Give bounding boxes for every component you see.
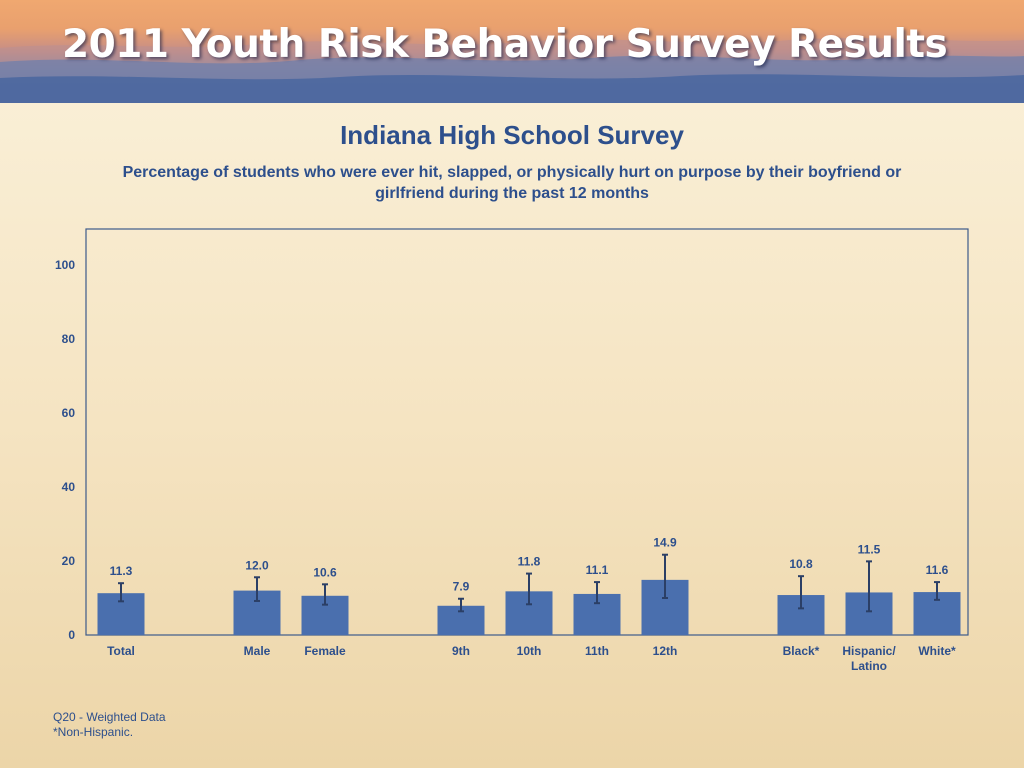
data-label: 11.6 [926,563,949,577]
data-label: 11.8 [518,555,541,569]
y-tick-label: 0 [68,628,75,642]
x-tick-label: 10th [517,644,542,658]
y-tick-label: 100 [55,258,75,272]
footnote-non-hispanic: *Non-Hispanic. [53,725,134,739]
data-label: 11.1 [586,563,609,577]
y-tick-label: 80 [62,332,76,346]
x-tick-label: Female [304,644,346,658]
footnote-weighted-data: Q20 - Weighted Data [53,710,166,724]
x-tick-label: 9th [452,644,470,658]
y-tick-label: 40 [62,480,76,494]
title-banner: 2011 Youth Risk Behavior Survey Results [0,0,1024,103]
bar-chart: 0 20 40 60 80 100 11.3 Total 12.0 Male 10.6 Female 7… [55,228,969,673]
x-tick-label: White* [918,644,956,658]
data-label: 7.9 [453,580,470,594]
x-tick-label: 11th [585,644,609,658]
data-label: 10.6 [313,565,337,579]
x-tick-label: Black* [783,644,820,658]
data-label: 11.5 [858,542,881,556]
x-tick-label: Total [107,644,135,658]
x-tick-label: Hispanic/Latino [842,644,896,673]
chart-subtitle: Percentage of students who were ever hit… [122,164,902,202]
data-label: 12.0 [245,558,269,572]
banner-title: 2011 Youth Risk Behavior Survey Results [62,22,948,67]
mountain-silhouette-decoration [0,38,1024,103]
x-tick-label: 12th [653,644,678,658]
chart-title: Indiana High School Survey [340,120,684,150]
y-tick-label: 60 [62,406,76,420]
data-label: 14.9 [653,536,677,550]
x-tick-label: Male [244,644,271,658]
data-label: 10.8 [789,557,813,571]
footnote: Q20 - Weighted Data *Non-Hispanic. [53,710,166,740]
data-label: 11.3 [110,564,133,578]
y-tick-label: 20 [62,554,76,568]
